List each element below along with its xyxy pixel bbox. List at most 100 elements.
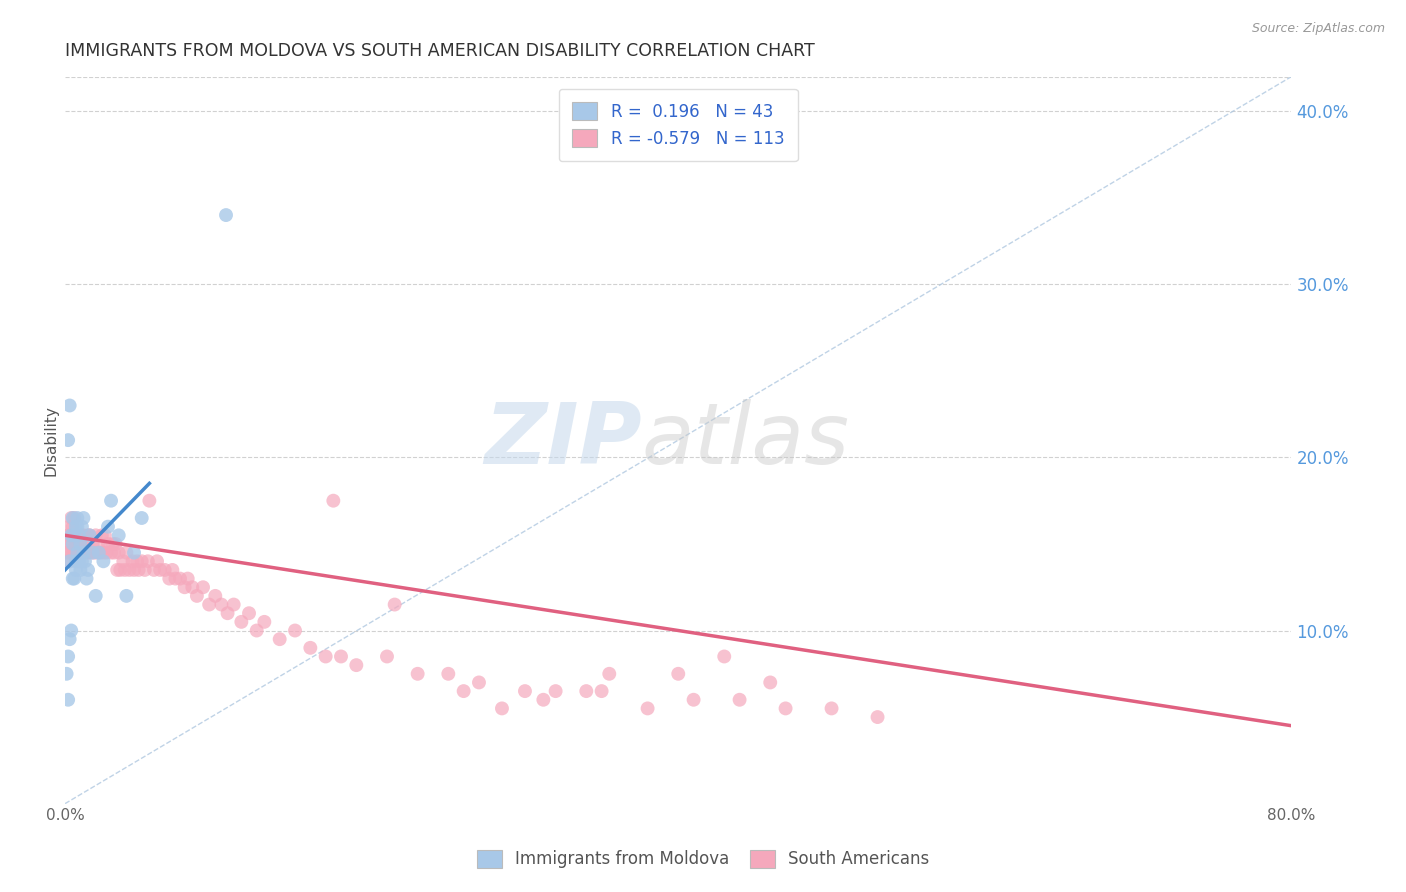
Point <box>143 563 166 577</box>
Point <box>77 546 100 560</box>
Point <box>330 649 353 664</box>
Point <box>127 554 149 568</box>
Point <box>253 615 276 629</box>
Point <box>65 563 87 577</box>
Point <box>112 554 135 568</box>
Point <box>682 692 704 706</box>
Point <box>181 580 204 594</box>
Point <box>344 658 367 673</box>
Point <box>713 649 735 664</box>
Point <box>544 684 567 698</box>
Point <box>169 572 191 586</box>
Point <box>63 511 86 525</box>
Point <box>73 537 96 551</box>
Point <box>866 710 889 724</box>
Point <box>77 563 100 577</box>
Point <box>55 554 77 568</box>
Point <box>62 519 84 533</box>
Y-axis label: Disability: Disability <box>44 405 58 475</box>
Point <box>149 563 172 577</box>
Point <box>69 537 91 551</box>
Point <box>62 511 84 525</box>
Point <box>114 563 136 577</box>
Point <box>83 546 105 560</box>
Point <box>513 684 536 698</box>
Point <box>94 528 117 542</box>
Point <box>222 598 245 612</box>
Point <box>284 624 307 638</box>
Point <box>575 684 598 698</box>
Point <box>72 528 94 542</box>
Point <box>66 519 89 533</box>
Point <box>66 537 89 551</box>
Point <box>406 666 429 681</box>
Point <box>67 528 90 542</box>
Point <box>65 537 87 551</box>
Point <box>63 528 86 542</box>
Point <box>468 675 491 690</box>
Point <box>69 563 91 577</box>
Point <box>69 546 91 560</box>
Point <box>72 546 94 560</box>
Point <box>138 493 160 508</box>
Point <box>162 563 184 577</box>
Point <box>60 624 83 638</box>
Legend: Immigrants from Moldova, South Americans: Immigrants from Moldova, South Americans <box>468 841 938 877</box>
Point <box>73 554 96 568</box>
Point <box>531 692 554 706</box>
Point <box>775 701 797 715</box>
Point <box>65 554 87 568</box>
Point <box>67 554 90 568</box>
Point <box>59 519 82 533</box>
Point <box>62 546 84 560</box>
Point <box>59 537 82 551</box>
Point <box>84 589 107 603</box>
Point <box>63 572 86 586</box>
Point <box>217 606 239 620</box>
Point <box>101 537 124 551</box>
Point <box>70 519 93 533</box>
Point <box>72 511 94 525</box>
Point <box>591 684 613 698</box>
Point <box>637 701 659 715</box>
Point <box>77 528 100 542</box>
Point <box>59 554 82 568</box>
Legend: R =  0.196   N = 43, R = -0.579   N = 113: R = 0.196 N = 43, R = -0.579 N = 113 <box>560 88 797 161</box>
Point <box>66 511 89 525</box>
Point <box>728 692 751 706</box>
Point <box>70 554 93 568</box>
Point <box>146 554 169 568</box>
Point <box>67 537 90 551</box>
Point <box>84 528 107 542</box>
Point <box>100 546 122 560</box>
Point <box>76 546 98 560</box>
Point <box>598 666 620 681</box>
Point <box>60 546 83 560</box>
Point <box>231 615 253 629</box>
Point <box>107 528 129 542</box>
Point <box>60 528 83 542</box>
Point <box>209 598 232 612</box>
Point <box>76 572 98 586</box>
Point <box>55 666 77 681</box>
Point <box>269 632 291 647</box>
Point <box>79 528 101 542</box>
Point <box>60 511 83 525</box>
Point <box>90 528 112 542</box>
Point <box>759 675 782 690</box>
Point <box>65 546 87 560</box>
Point <box>191 580 214 594</box>
Point <box>136 554 159 568</box>
Point <box>122 563 145 577</box>
Point <box>173 580 195 594</box>
Point <box>62 528 84 542</box>
Point <box>93 546 115 560</box>
Point <box>93 554 115 568</box>
Point <box>315 649 337 664</box>
Point <box>62 572 84 586</box>
Point <box>97 537 120 551</box>
Point <box>122 546 145 560</box>
Point <box>103 546 125 560</box>
Point <box>131 511 153 525</box>
Point <box>198 598 221 612</box>
